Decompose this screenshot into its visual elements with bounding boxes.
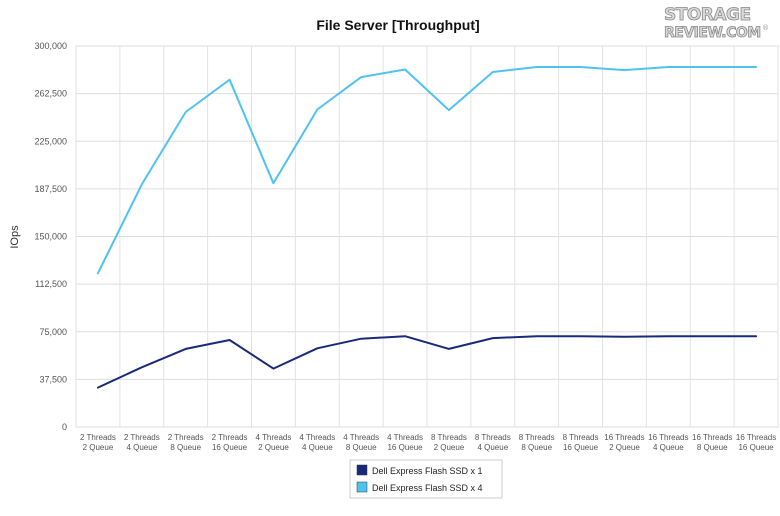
x-tick-label: 16 Threads 16 Queue <box>736 433 776 452</box>
x-tick-label: 8 Threads 4 Queue <box>475 433 511 452</box>
x-tick-label: 16 Threads 4 Queue <box>648 433 688 452</box>
logo-line-review: REVIEW.COM <box>664 25 761 41</box>
y-tick-label: 150,000 <box>34 232 67 242</box>
legend: Dell Express Flash SSD x 1 Dell Express … <box>349 459 503 499</box>
legend-item-series-2[interactable]: Dell Express Flash SSD x 4 <box>356 481 483 493</box>
storagereview-logo: STORAGE REVIEW.COM ® <box>664 5 769 42</box>
x-axis-ticks: 2 Threads 2 Queue 2 Threads 4 Queue 2 Thread… <box>80 433 776 452</box>
x-tick-label: 4 Threads 16 Queue <box>387 433 423 452</box>
logo-registered-mark: ® <box>762 24 769 32</box>
x-tick-label: 2 Threads 16 Queue <box>212 433 248 452</box>
x-tick-label: 2 Threads 8 Queue <box>168 433 204 452</box>
y-tick-label: 300,000 <box>34 41 67 51</box>
x-tick-label: 4 Threads 2 Queue <box>256 433 292 452</box>
x-tick-label: 4 Threads 8 Queue <box>343 433 379 452</box>
legend-swatch-series-1 <box>356 464 368 476</box>
chart-title: File Server [Throughput] <box>316 17 479 33</box>
y-tick-label: 75,000 <box>39 327 67 337</box>
x-tick-label: 4 Threads 4 Queue <box>299 433 335 452</box>
y-tick-label: 0 <box>62 422 67 432</box>
y-tick-label: 225,000 <box>34 136 67 146</box>
y-axis-ticks: 0 37,500 75,000 112,500 150,000 187,500 225,00… <box>34 41 67 432</box>
series-line-2[interactable] <box>96 66 758 275</box>
legend-item-series-1[interactable]: Dell Express Flash SSD x 1 <box>356 464 483 476</box>
x-tick-label: 2 Threads 4 Queue <box>124 433 160 452</box>
y-axis-label: IOps <box>9 225 21 249</box>
vertical-gridlines <box>75 46 779 427</box>
legend-label-series-1: Dell Express Flash SSD x 1 <box>372 466 483 476</box>
series-line-1[interactable] <box>96 335 758 389</box>
legend-swatch-series-2 <box>356 481 368 493</box>
legend-box <box>349 459 503 499</box>
x-tick-label: 2 Threads 2 Queue <box>80 433 116 452</box>
series-lines <box>96 66 758 389</box>
x-tick-label: 16 Threads 8 Queue <box>692 433 732 452</box>
x-tick-label: 8 Threads 2 Queue <box>431 433 467 452</box>
legend-label-series-2: Dell Express Flash SSD x 4 <box>372 483 483 493</box>
x-tick-label: 16 Threads 2 Queue <box>604 433 644 452</box>
y-tick-label: 112,500 <box>35 279 67 289</box>
x-tick-label: 8 Threads 16 Queue <box>563 433 599 452</box>
x-tick-label: 8 Threads 8 Queue <box>519 433 555 452</box>
y-tick-label: 262,500 <box>34 89 67 99</box>
logo-line-storage: STORAGE <box>664 5 751 25</box>
y-tick-label: 37,500 <box>39 374 67 384</box>
y-tick-label: 187,500 <box>34 184 67 194</box>
